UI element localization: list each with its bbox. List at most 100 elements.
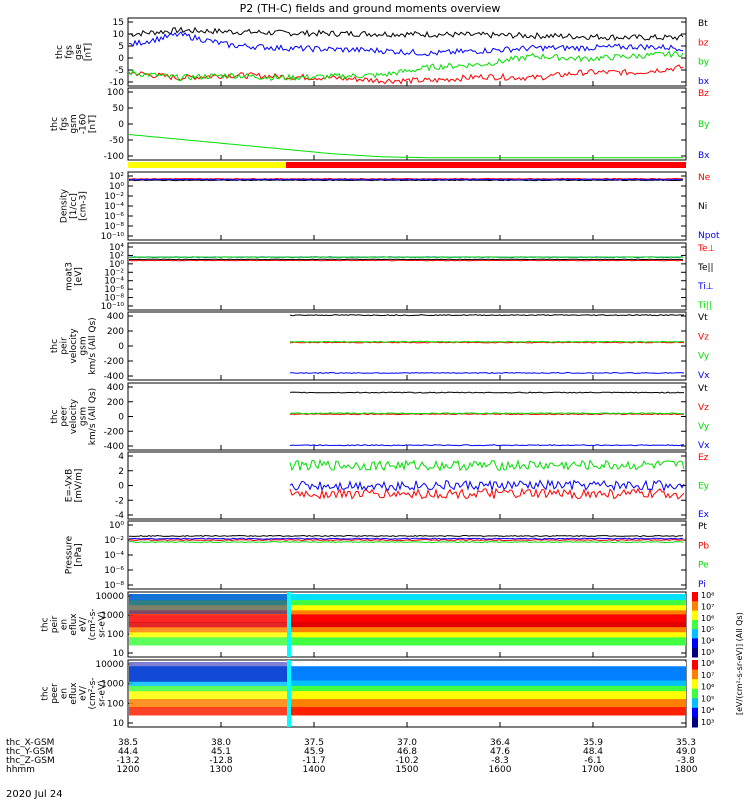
x-col-value: 44.4 (118, 747, 138, 757)
y-label-line: fgs (64, 45, 74, 59)
heatmap-band (129, 632, 289, 638)
y-label: Pressure [nPa] (64, 535, 84, 574)
colorbar-step (692, 679, 698, 690)
legend-pe: Pe (698, 561, 709, 571)
y-label-line: gsm (79, 336, 89, 355)
y-label-line: gse (74, 44, 84, 60)
colorbar-step (692, 717, 698, 728)
y-label: thc peir velocity gsm km/s (All Qs) (50, 317, 98, 374)
y-label-line: fgs (60, 117, 70, 131)
y-tick-label: 100 (107, 699, 124, 709)
x-col-value: 47.6 (490, 747, 510, 757)
x-col-value: 49.0 (676, 747, 696, 757)
y-tick-label: -2 (115, 496, 124, 506)
y-label-line: en (60, 688, 70, 699)
colorbar-step (692, 698, 698, 709)
y-label-line: Pressure (64, 535, 74, 574)
y-tick-label: 10⁰ (109, 260, 124, 270)
heatmap-band (129, 637, 289, 646)
y-label-line: -160 (79, 114, 89, 135)
legend-vz: Vz (698, 403, 709, 413)
y-tick-label: 10⁻² (104, 536, 124, 546)
series-npot (128, 178, 683, 181)
colorbar-step (692, 619, 698, 630)
panel-frame (127, 171, 687, 241)
y-tick-label: 100 (107, 630, 124, 640)
y-label-line: peer (60, 406, 70, 427)
y-label-line: thc (41, 617, 51, 631)
y-label-line: gsm (69, 114, 79, 133)
heatmap-band (290, 610, 686, 615)
x-col-value: 35.9 (583, 738, 603, 748)
colorbar: 10⁸ 10⁷ 10⁶ 10⁵ 10⁴ 10³ (692, 591, 714, 658)
panel-peir-vel: 400 200 0 -200 -400 thc peir velocity gsm km/s (A… (50, 311, 710, 382)
legend-te: Te⊥ (697, 244, 716, 254)
series-pe (128, 541, 684, 544)
y-tick-label: 400 (107, 383, 124, 393)
y-tick-label: 400 (107, 312, 124, 322)
colorbar-label: 10⁷ (701, 602, 714, 611)
x-col-value: 1200 (117, 765, 140, 775)
y-tick-label: 10⁻⁶ (104, 566, 124, 576)
y-tick-label: 10⁴ (109, 243, 124, 253)
series-pb (128, 538, 684, 542)
series-ti (128, 256, 684, 258)
colorbar-step (692, 638, 698, 649)
legend-bz: Bz (698, 89, 709, 99)
y-tick-label: -200 (104, 427, 125, 437)
y-label: E=-VxB [mV/m] (64, 469, 84, 503)
y-tick-label: 10² (109, 172, 124, 182)
y-tick-label: 200 (107, 327, 124, 337)
x-col-value: 36.4 (490, 738, 510, 748)
y-label-line: velocity (69, 328, 79, 364)
colorbar-label: 10⁸ (701, 591, 714, 600)
y-tick-label: 0 (118, 482, 124, 492)
series-pt (129, 534, 684, 538)
heatmap-band (129, 691, 289, 700)
colorbar-step (692, 669, 698, 680)
series-vx (289, 371, 685, 374)
legend-vz: Vz (698, 332, 709, 342)
y-label-line: thc (50, 117, 60, 131)
heatmap-band (290, 605, 686, 611)
y-tick-label: 10⁻⁶ (104, 285, 124, 295)
panel-peir-eflux: 10000 1000 100 10 thc peir en eflux eV/(cm²-s-sr… (41, 591, 715, 659)
heatmap-band (290, 637, 686, 646)
x-axis-labels: thc_X-GSMthc_Y-GSMthc_Z-GSMhhmm38.544.4-… (6, 738, 698, 775)
y-tick-label: 1000 (101, 680, 124, 690)
legend-bx: Bx (698, 151, 710, 161)
y-label-line: [nPa] (74, 543, 84, 566)
legend-ti: Ti|| (697, 301, 712, 311)
y-tick-label: 10 (113, 30, 125, 40)
legend-npot: Npot (698, 231, 720, 241)
x-col-value: 1600 (489, 765, 512, 775)
panel-peer-eflux: 10000 1000 100 10 thc peer en eflux eV/(cm²-s-sr… (41, 659, 715, 729)
y-tick-label: 4 (118, 452, 124, 462)
colorbar-label: 10⁵ (701, 694, 714, 703)
colorbar-step (692, 601, 698, 612)
y-tick-label: -50 (109, 136, 124, 146)
y-tick-label: -4 (115, 511, 124, 521)
legend-bt: Bt (698, 19, 708, 29)
y-label-line: thc (50, 409, 60, 423)
y-tick-label: 10⁻² (104, 192, 124, 202)
colorbar-title: [eV/(cm²-s-sr-eV)] (All Qs) (735, 612, 744, 715)
x-col-value: 1700 (582, 765, 605, 775)
y-label-line: E=-VxB (64, 469, 74, 503)
heatmap-band (129, 707, 289, 716)
y-tick-label: 0 (118, 413, 124, 423)
legend-bz: bz (698, 38, 709, 48)
y-label-line: eflux (69, 682, 79, 705)
heatmap-band (290, 600, 686, 606)
y-label-line: [1/cc] (69, 193, 79, 219)
legend-ey: Ey (698, 482, 710, 492)
y-tick-label: 10⁻⁴ (104, 202, 124, 212)
legend-vt: Vt (698, 313, 708, 323)
y-tick-label: 5 (118, 42, 124, 52)
series-vz (289, 413, 685, 416)
y-label: thc peir en eflux eV/(cm²-s-sr-eV) (41, 608, 108, 640)
y-tick-label: 0 (118, 54, 124, 64)
mode-bar-yellow (128, 162, 286, 168)
